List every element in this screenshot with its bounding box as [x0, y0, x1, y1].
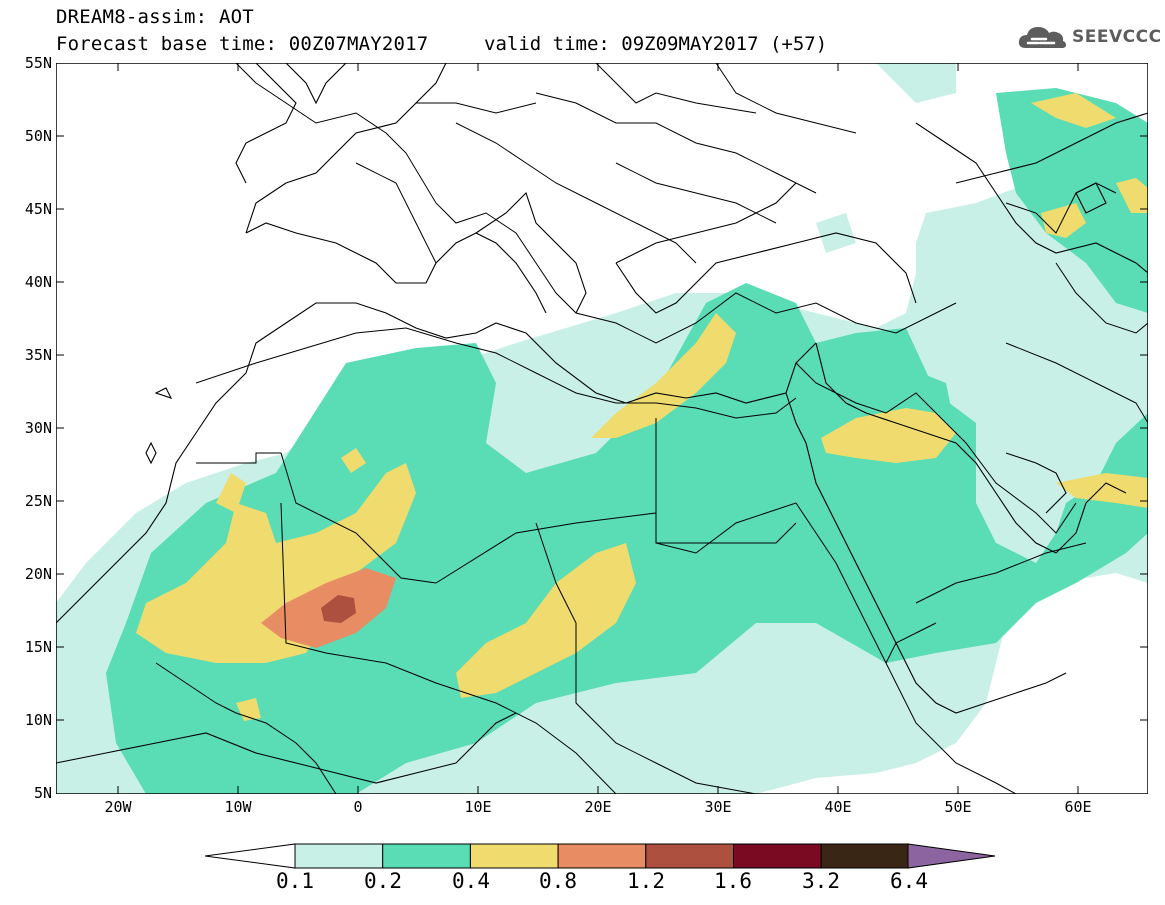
colorbar-label: 0.2 [364, 869, 402, 893]
colorbar-segment [382, 843, 471, 869]
x-ticks [117, 63, 1079, 794]
lat-label: 15N [24, 638, 52, 656]
aot-map [56, 63, 1148, 794]
aot-level-1.2-1.6 [321, 595, 356, 623]
colorbar-label: 1.2 [627, 869, 665, 893]
lon-label: 10E [464, 798, 492, 816]
lon-label: 20W [104, 798, 132, 816]
colorbar-segment [645, 843, 734, 869]
colorbar-segment [294, 843, 384, 869]
lat-label: 55N [24, 54, 52, 72]
lon-label: 30E [704, 798, 732, 816]
lat-label: 40N [24, 273, 52, 291]
colorbar-segment [820, 843, 910, 869]
colorbar-high-arrow [907, 843, 996, 869]
lat-label: 20N [24, 565, 52, 583]
colorbar-label: 6.4 [890, 869, 928, 893]
lon-label: 40E [824, 798, 852, 816]
lat-label: 50N [24, 127, 52, 145]
lat-label: 10N [24, 711, 52, 729]
valid-time: valid time: 09Z09MAY2017 (+57) [484, 33, 828, 55]
political-boundaries [155, 63, 1148, 794]
lon-label: 10W [224, 798, 252, 816]
colorbar-label: 3.2 [802, 869, 840, 893]
colorbar-label: 0.8 [539, 869, 577, 893]
aot-level-0.4-0.8 [136, 93, 1148, 721]
cloud-icon [1018, 27, 1066, 48]
lat-label: 35N [24, 346, 52, 364]
lat-label: 5N [33, 784, 52, 802]
lon-label: 50E [944, 798, 972, 816]
lon-label: 0 [353, 798, 363, 816]
y-ticks [56, 63, 1148, 721]
colorbar-label: 0.1 [276, 869, 314, 893]
colorbar [205, 843, 996, 869]
seevccc-logo: SEEVCCC [1018, 22, 1162, 52]
colorbar-label: 0.4 [452, 869, 490, 893]
lon-label: 60E [1064, 798, 1092, 816]
colorbar-segment [557, 843, 647, 869]
lat-label: 45N [24, 200, 52, 218]
coastlines [56, 63, 1148, 784]
colorbar-segment [469, 843, 559, 869]
model-title: DREAM8-assim: AOT [56, 6, 254, 28]
forecast-base-time: Forecast base time: 00Z07MAY2017 [56, 33, 429, 55]
logo-text: SEEVCCC [1072, 27, 1162, 47]
lat-label: 25N [24, 492, 52, 510]
colorbar-low-arrow [205, 843, 296, 869]
colorbar-label: 1.6 [714, 869, 752, 893]
lat-label: 30N [24, 419, 52, 437]
colorbar-segment [733, 843, 822, 869]
lon-label: 20E [584, 798, 612, 816]
